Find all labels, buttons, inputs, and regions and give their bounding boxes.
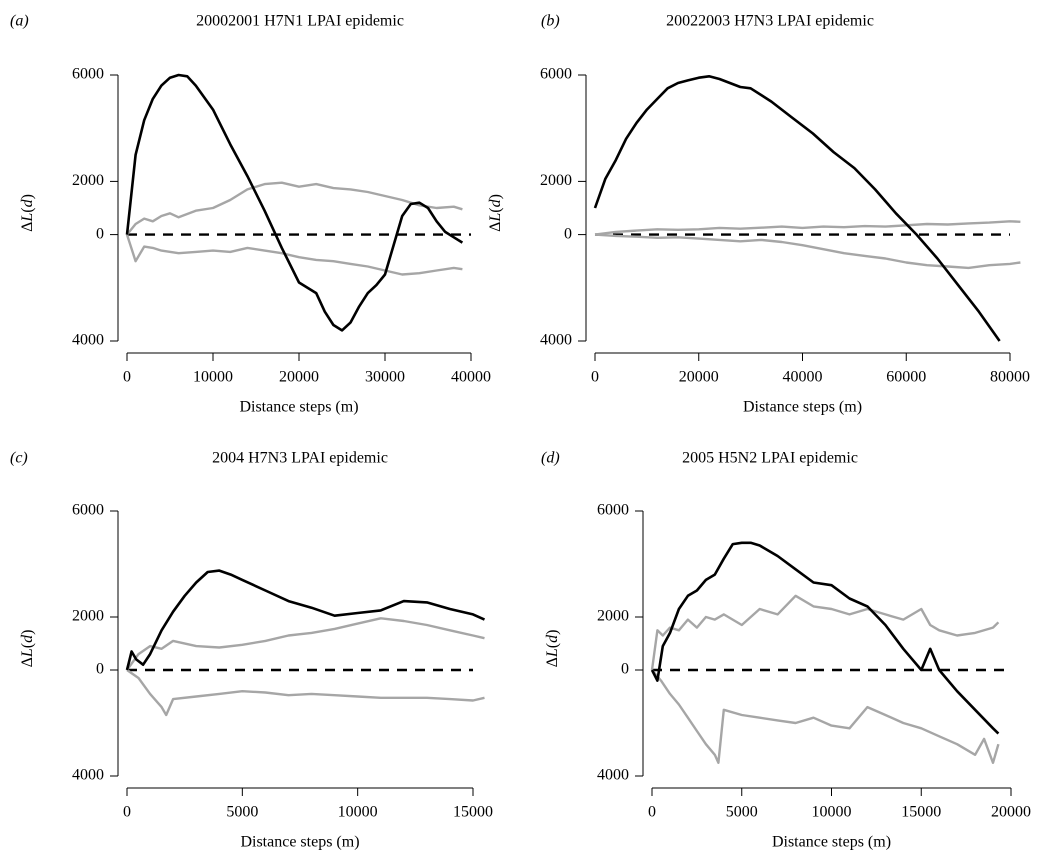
lower-envelope-line: [125, 234, 463, 276]
y-tick-label: 2000: [540, 172, 572, 189]
x-tick-label: 0: [123, 804, 131, 821]
panel-letter: (a): [10, 13, 29, 30]
y-tick-label: 6000: [72, 502, 104, 519]
y-tick-label: 0: [96, 225, 104, 242]
y-tick-label: 6000: [72, 66, 104, 83]
y-axis-label: ΔL(d): [487, 194, 504, 232]
x-axis-label: Distance steps (m): [239, 399, 358, 416]
y-tick-label: 4000: [540, 332, 572, 349]
x-axis-label: Distance steps (m): [743, 399, 862, 416]
x-tick-label: 10000: [338, 804, 378, 821]
lower-envelope-line: [594, 233, 1021, 270]
y-tick-label: 2000: [597, 608, 629, 625]
upper-envelope-line: [594, 220, 1021, 236]
panel-c: (c) 2004 H7N3 LPAI epidemic 4000 0 2000 6000 0…: [10, 450, 493, 851]
panel-title: 20022003 H7N3 LPAI epidemic: [666, 13, 874, 30]
y-tick-label: 4000: [597, 767, 629, 784]
x-tick-label: 40000: [783, 369, 823, 386]
y-tick-label: 0: [564, 225, 572, 242]
y-tick-label: 0: [96, 661, 104, 678]
panel-title: 20002001 H7N1 LPAI epidemic: [196, 13, 404, 30]
y-tick-label: 0: [621, 661, 629, 678]
lower-envelope-line: [126, 669, 485, 717]
x-tick-label: 10000: [193, 369, 233, 386]
observed-series-line: [125, 569, 486, 671]
observed-series-line: [593, 75, 1001, 342]
y-tick-label: 2000: [72, 608, 104, 625]
x-tick-label: 20000: [991, 804, 1031, 821]
panel-title: 2004 H7N3 LPAI epidemic: [212, 450, 388, 467]
x-tick-label: 60000: [886, 369, 926, 386]
x-tick-label: 0: [648, 804, 656, 821]
panel-a: (a) 20002001 H7N1 LPAI epidemic4000020006…: [10, 13, 491, 416]
upper-envelope-line: [126, 617, 485, 671]
x-tick-label: 0: [591, 369, 599, 386]
panel-letter: (c): [10, 450, 28, 467]
x-tick-label: 0: [123, 369, 131, 386]
observed-series-line: [650, 541, 1000, 735]
y-tick-label: 2000: [72, 172, 104, 189]
y-tick-label: 6000: [540, 66, 572, 83]
y-tick-label: 4000: [72, 332, 104, 349]
x-tick-label: 30000: [365, 369, 405, 386]
panel-letter: (b): [541, 13, 560, 30]
x-tick-label: 20000: [279, 369, 319, 386]
y-axis-label: ΔL(d): [19, 630, 36, 668]
panel-d: (d) 2005 H5N2 LPAI epidemic 4000 0 2000 6000 0…: [541, 450, 1031, 851]
x-tick-label: 80000: [990, 369, 1030, 386]
x-axis-label: Distance steps (m): [240, 834, 359, 851]
x-tick-label: 15000: [453, 804, 493, 821]
x-tick-label: 5000: [226, 804, 258, 821]
x-tick-label: 10000: [812, 804, 852, 821]
x-tick-label: 40000: [451, 369, 491, 386]
lower-envelope-line: [651, 669, 1000, 764]
y-axis-label: ΔL(d): [19, 194, 36, 232]
y-axis-label: ΔL(d): [544, 630, 561, 668]
upper-envelope-line: [126, 181, 463, 236]
panel-title: 2005 H5N2 LPAI epidemic: [682, 450, 858, 467]
observed-series-line: [125, 73, 464, 332]
y-tick-label: 6000: [597, 502, 629, 519]
panel-letter: (d): [541, 450, 560, 467]
y-tick-label: 4000: [72, 767, 104, 784]
x-tick-label: 15000: [901, 804, 941, 821]
x-tick-label: 20000: [679, 369, 719, 386]
x-tick-label: 5000: [726, 804, 758, 821]
panel-b: (b) 20022003 H7N3 LPAI epidemic4000020006…: [487, 13, 1030, 416]
x-axis-label: Distance steps (m): [772, 834, 891, 851]
upper-envelope-line: [650, 594, 1000, 671]
